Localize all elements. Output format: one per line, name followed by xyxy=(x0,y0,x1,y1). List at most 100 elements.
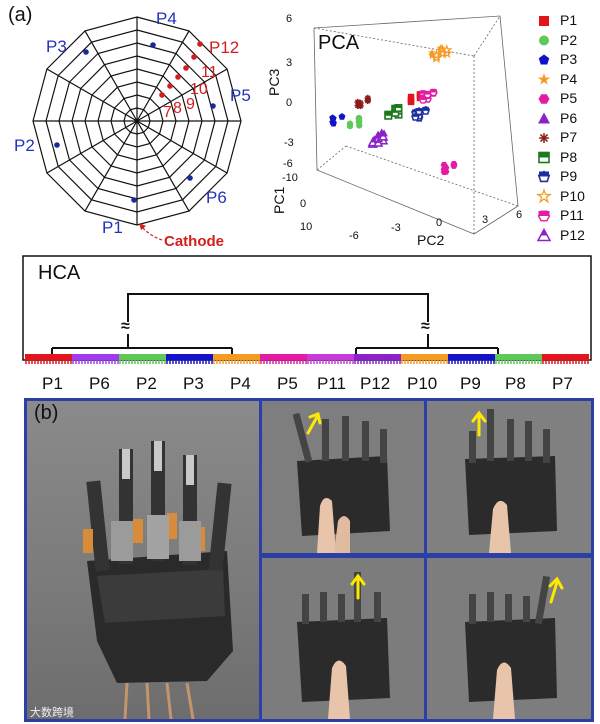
finger-motion-illustration-4 xyxy=(465,575,564,719)
legend-label: P4 xyxy=(560,70,578,87)
hca-leaf-label: P10 xyxy=(407,374,438,393)
hca-leaf-label: P5 xyxy=(277,374,298,393)
legend-marker xyxy=(537,170,551,183)
pca-axis-pc3: PC3 xyxy=(266,68,282,96)
pca-point xyxy=(367,137,378,147)
hca-leaf-bar xyxy=(25,354,589,364)
hca-break-right: ≈ xyxy=(421,318,430,335)
pca-point xyxy=(440,44,453,56)
electrode-dot xyxy=(175,74,181,80)
legend-marker xyxy=(538,112,550,124)
legend-marker xyxy=(537,210,551,222)
finger-motion-photo-2 xyxy=(427,401,591,553)
hca-leaf-label: P8 xyxy=(505,374,526,393)
electrode-dot xyxy=(191,54,197,60)
panel-a-tag: (a) xyxy=(8,4,33,26)
position-dot xyxy=(150,42,156,48)
pca-axis-pc1: PC1 xyxy=(271,186,287,214)
legend-marker xyxy=(538,151,550,164)
cathode-label: Cathode xyxy=(164,233,224,250)
pca-point xyxy=(364,96,372,104)
hca-title: HCA xyxy=(38,262,81,284)
pc3-tick-3: 3 xyxy=(286,57,293,69)
watermark: 大数跨境 xyxy=(30,707,74,719)
hca-leaf-segment xyxy=(119,354,166,360)
hca-leaf-label: P1 xyxy=(42,374,63,393)
hca-break-left: ≈ xyxy=(121,318,130,335)
legend-label: P9 xyxy=(560,168,578,184)
hca-leaf-label: P12 xyxy=(360,374,391,393)
hca-leaf-segment xyxy=(401,354,448,360)
finger-motion-photo-4 xyxy=(427,558,591,719)
position-label-p6: P6 xyxy=(206,188,227,207)
pca-plot xyxy=(313,15,519,235)
finger-motion-illustration-1 xyxy=(292,411,390,553)
legend-marker xyxy=(535,188,553,204)
legend-label: P5 xyxy=(560,90,578,106)
legend-label: P12 xyxy=(560,226,585,243)
pca-point xyxy=(423,90,432,99)
pc2-tick-m6: -6 xyxy=(349,230,359,242)
pca-point xyxy=(373,137,384,147)
legend-marker xyxy=(536,227,552,242)
hca-leaf-segment xyxy=(213,354,260,360)
web-grid xyxy=(32,16,242,226)
hca-leaf-segment xyxy=(307,354,354,360)
hca-leaf-label: P9 xyxy=(460,374,481,393)
robot-hand-illustration xyxy=(83,441,233,719)
legend-label: P8 xyxy=(560,148,578,165)
position-label-p4: P4 xyxy=(156,9,177,28)
electrode-dot xyxy=(197,41,203,47)
legend-label: P3 xyxy=(560,51,578,67)
hca-leaf-label: P3 xyxy=(183,374,204,393)
electrode-dot xyxy=(167,83,173,89)
legend-marker xyxy=(538,94,550,104)
hca-dendrogram xyxy=(22,255,592,364)
pca-axis-pc2: PC2 xyxy=(417,232,445,248)
pca-point xyxy=(355,114,363,122)
position-label-p1: P1 xyxy=(102,218,123,237)
pca-point xyxy=(346,122,354,130)
pca-title: PCA xyxy=(318,32,360,54)
pc3-tick-m3: -3 xyxy=(284,137,294,149)
pca-point xyxy=(384,111,393,120)
electrode-dots xyxy=(54,41,216,241)
hca-leaf-segment xyxy=(542,354,589,360)
position-label-p3: P3 xyxy=(46,37,67,56)
pca-point xyxy=(418,96,428,104)
finger-motion-photo-1 xyxy=(262,401,424,553)
hca-leaf-segment xyxy=(495,354,542,360)
pca-legend-markers xyxy=(535,16,553,242)
electrode-label-8: 8 xyxy=(173,100,182,117)
hca-leaf-label: P2 xyxy=(136,374,157,393)
electrode-label-p12: P12 xyxy=(209,38,240,57)
electrode-dot xyxy=(159,92,165,98)
position-label-p5: P5 xyxy=(230,86,251,105)
hca-leaf-label: P6 xyxy=(89,374,110,393)
hca-leaf-label: P7 xyxy=(552,374,573,393)
pc3-tick-0: 0 xyxy=(286,97,293,109)
cathode-arrowhead xyxy=(139,223,146,230)
pca-legend: P1 P2 P3 P4 P5 P6 P7 P8 P9 P10 P11 P12 xyxy=(560,12,600,246)
pca-point xyxy=(338,112,346,120)
hca-leaf-label: P4 xyxy=(230,374,251,393)
position-dot xyxy=(187,175,193,181)
finger-motion-illustration-3 xyxy=(297,572,390,719)
position-dot xyxy=(210,103,216,109)
legend-marker xyxy=(537,73,551,85)
hca-leaf-segment xyxy=(354,354,401,360)
electrode-label-11: 11 xyxy=(201,64,218,81)
pc2-tick-0: 0 xyxy=(436,217,443,229)
hca-leaf-segment xyxy=(25,354,72,360)
hca-leaf-segment xyxy=(260,354,307,360)
pca-point xyxy=(394,104,403,113)
pca-point xyxy=(421,106,430,115)
finger-motion-photo-3 xyxy=(262,558,424,719)
pca-point xyxy=(329,115,337,122)
pc3-tick-6: 6 xyxy=(286,13,293,25)
pc1-tick-10: 10 xyxy=(300,221,313,233)
spider-web-diagram xyxy=(32,16,242,241)
pca-point xyxy=(407,97,415,105)
legend-label: P10 xyxy=(560,187,585,204)
cathode-arrow xyxy=(140,225,163,241)
